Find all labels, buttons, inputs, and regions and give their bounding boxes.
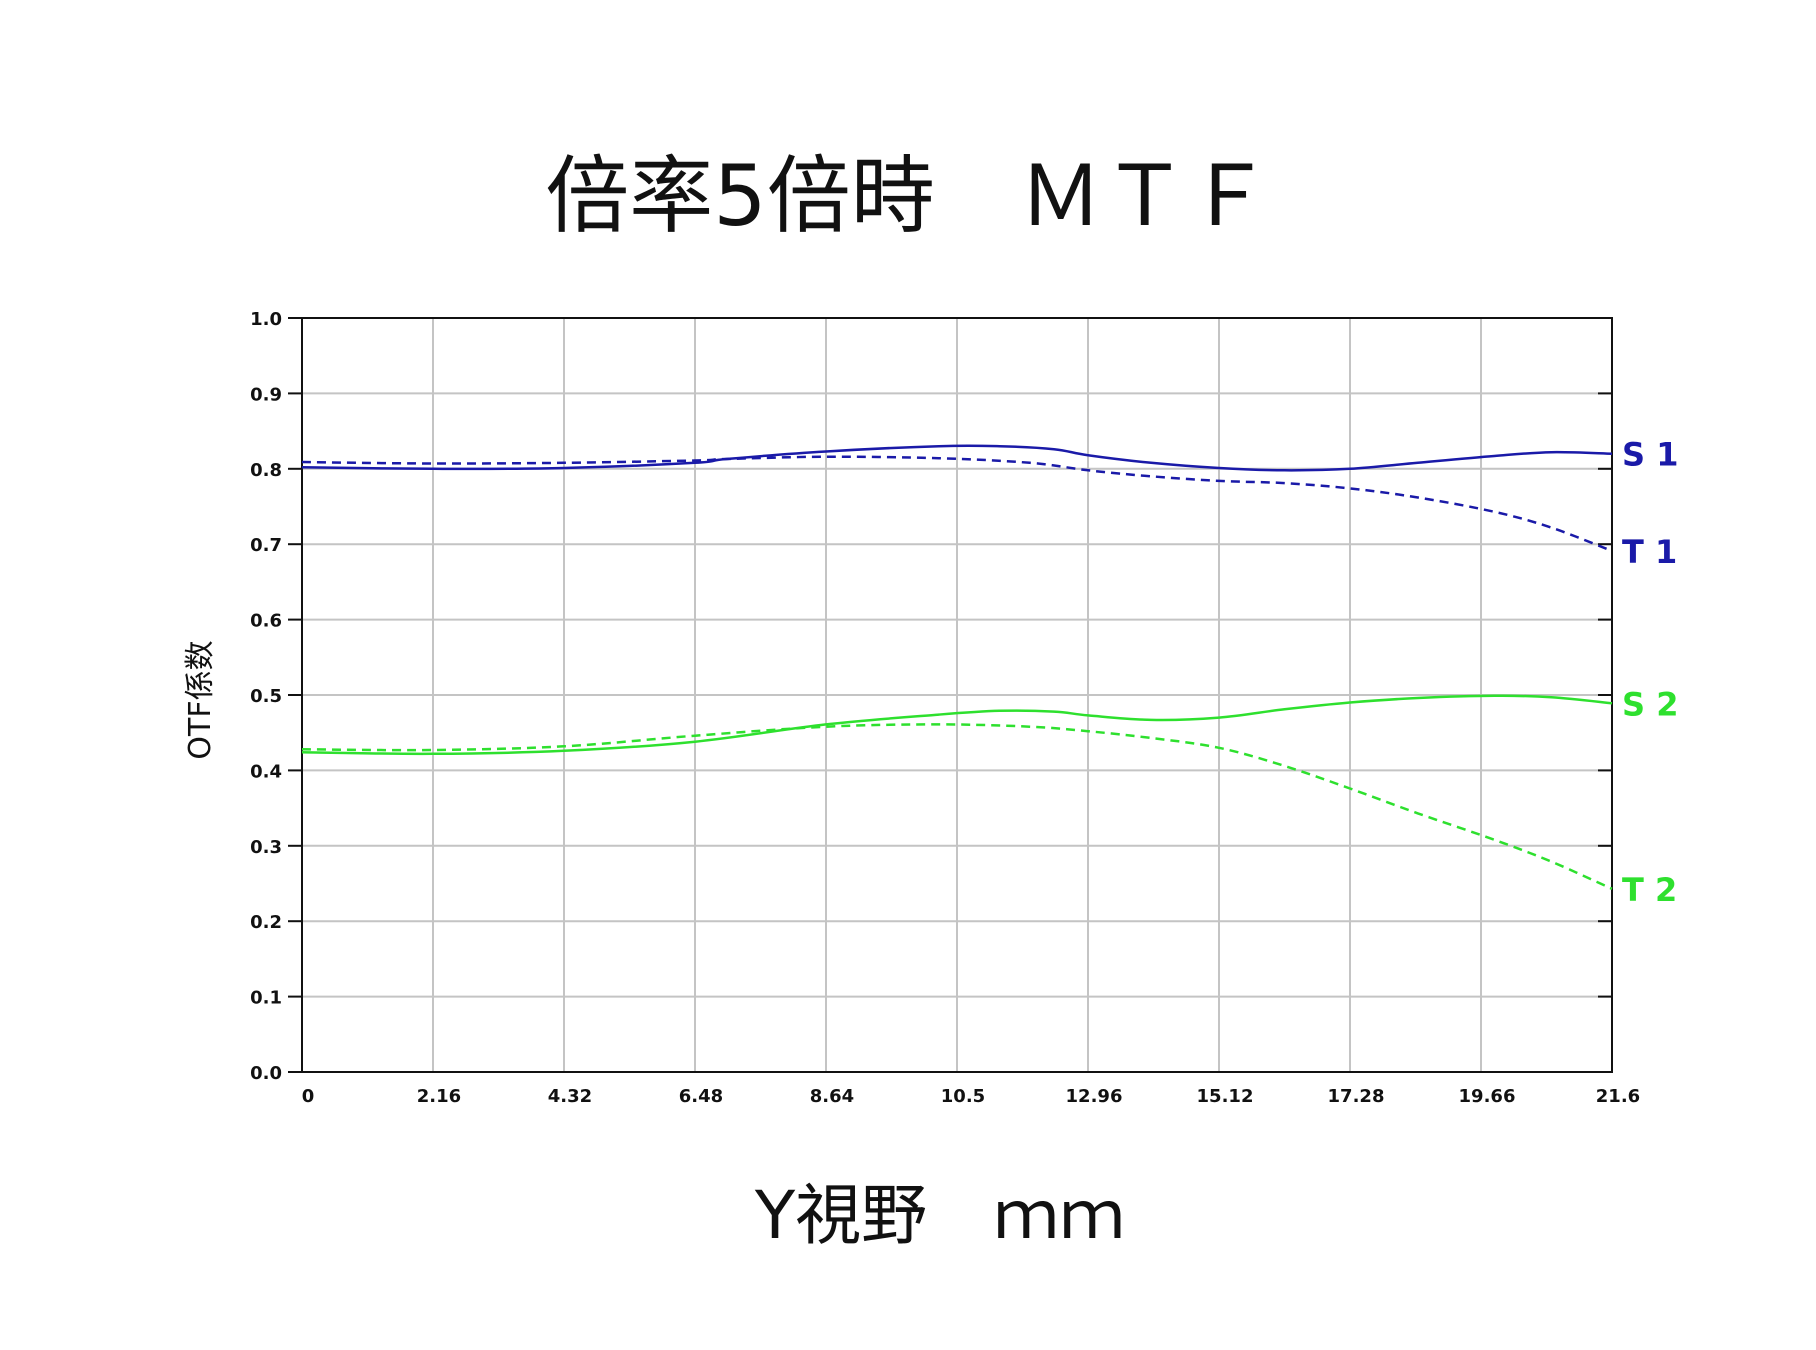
- series-label-s1: S 1: [1622, 436, 1678, 474]
- y-tick-label: 0.6: [250, 611, 282, 632]
- x-tick-label: 19.66: [1459, 1086, 1516, 1107]
- x-tick-labels: 0 2.16 4.32 6.48 8.64 10.5 12.96 15.12 17.28 19.6…: [302, 1086, 1640, 1107]
- x-tick-label: 6.48: [679, 1086, 723, 1107]
- grid: [302, 318, 1612, 1072]
- y-tick-label: 0.3: [250, 837, 282, 858]
- x-tick-label: 8.64: [810, 1086, 854, 1107]
- series-labels: S 1 T 1 S 2 T 2: [1622, 436, 1678, 909]
- y-tick-label: 0.7: [250, 535, 282, 556]
- x-tick-label: 10.5: [941, 1086, 985, 1107]
- x-tick-label: 15.12: [1197, 1086, 1254, 1107]
- series-line-s1: [301, 444, 1613, 472]
- series-line-t1: [301, 455, 1613, 553]
- y-tick-label: 0.2: [250, 912, 282, 933]
- x-tick-label: 0: [302, 1086, 315, 1107]
- y-tick-label: 0.5: [250, 686, 282, 707]
- y-tick-label: 0.0: [250, 1063, 282, 1084]
- x-axis-label: Y視野 ｍｍ: [754, 1177, 1125, 1254]
- x-tick-label: 2.16: [417, 1086, 461, 1107]
- axis-ticks: [288, 317, 1612, 1073]
- series-label-s2: S 2: [1622, 685, 1678, 723]
- y-axis-label: OTF係数: [183, 640, 218, 759]
- x-tick-label: 12.96: [1066, 1086, 1123, 1107]
- y-tick-label: 0.4: [250, 761, 282, 782]
- y-tick-labels: 0.0 0.1 0.2 0.3 0.4 0.5 0.6 0.7 0.8 0.9 1.0: [250, 309, 282, 1084]
- series-label-t2: T 2: [1622, 871, 1677, 909]
- plot-frame: [301, 317, 1613, 1073]
- x-tick-label: 4.32: [548, 1086, 592, 1107]
- series-line-t2: [301, 723, 1613, 890]
- series-line-s2: [301, 694, 1613, 756]
- series-label-t1: T 1: [1622, 533, 1677, 571]
- y-tick-label: 1.0: [250, 309, 282, 330]
- series-lines: [301, 444, 1613, 890]
- chart-title: 倍率5倍時 ＭＴＦ: [545, 147, 1270, 245]
- y-tick-label: 0.8: [250, 460, 282, 481]
- y-tick-label: 0.1: [250, 988, 282, 1009]
- x-tick-label: 21.6: [1596, 1086, 1640, 1107]
- y-tick-label: 0.9: [250, 384, 282, 405]
- x-tick-label: 17.28: [1328, 1086, 1385, 1107]
